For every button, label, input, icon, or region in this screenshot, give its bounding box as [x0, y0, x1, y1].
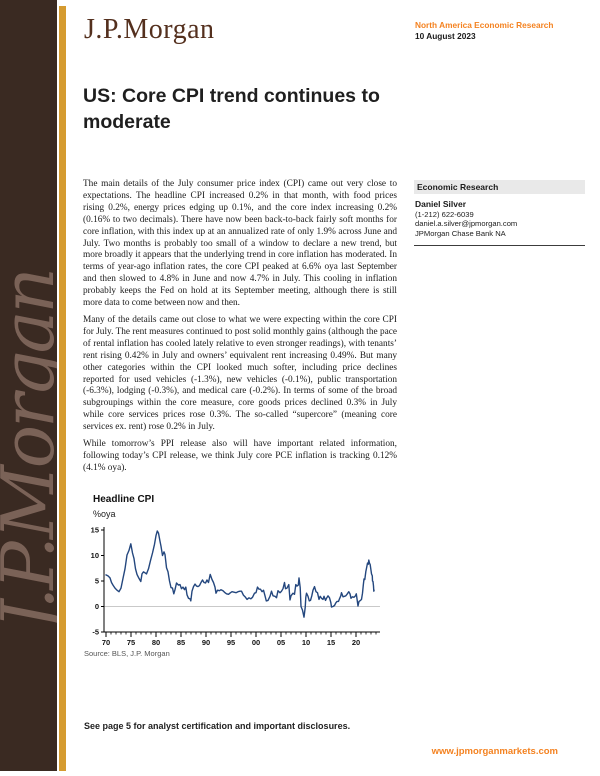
publication-date: 10 August 2023: [415, 31, 476, 41]
svg-text:95: 95: [227, 638, 235, 647]
svg-text:20: 20: [352, 638, 360, 647]
body-paragraph: The main details of the July consumer pr…: [83, 179, 397, 309]
jpmorgan-signature-watermark: J.P.Morgan: [0, 270, 57, 630]
article-body: The main details of the July consumer pr…: [83, 179, 397, 480]
svg-text:70: 70: [102, 638, 110, 647]
svg-text:90: 90: [202, 638, 210, 647]
svg-text:10: 10: [302, 638, 310, 647]
analyst-sidebar: Economic Research Daniel Silver (1-212) …: [414, 180, 585, 246]
chart-title: Headline CPI: [93, 494, 155, 505]
disclosure-note: See page 5 for analyst certification and…: [84, 721, 351, 731]
jpmorgan-markets-link[interactable]: www.jpmorganmarkets.com: [431, 746, 558, 757]
research-region-label: North America Economic Research: [415, 20, 554, 30]
svg-text:15: 15: [327, 638, 335, 647]
svg-text:15: 15: [91, 526, 99, 535]
body-paragraph: Many of the details came out close to wh…: [83, 314, 397, 433]
svg-text:85: 85: [177, 638, 185, 647]
headline-cpi-chart: Headline CPI %oya -5 0 5 10 15 70 75 80 85 90 95 00…: [84, 494, 396, 666]
brand-side-strip: J.P.Morgan: [0, 0, 57, 771]
analyst-phone: (1-212) 622-6039: [415, 210, 474, 219]
svg-text:0: 0: [95, 602, 99, 611]
page-title: US: Core CPI trend continues to moderate: [83, 85, 380, 133]
svg-text:-5: -5: [92, 628, 99, 637]
svg-text:5: 5: [95, 577, 99, 586]
svg-text:05: 05: [277, 638, 285, 647]
gold-accent-stripe: [59, 6, 66, 771]
analyst-firm: JPMorgan Chase Bank NA: [415, 228, 506, 238]
sidebar-divider: [414, 244, 585, 246]
sidebar-section-header: Economic Research: [414, 180, 585, 194]
svg-text:10: 10: [91, 551, 99, 560]
svg-text:80: 80: [152, 638, 160, 647]
svg-text:00: 00: [252, 638, 260, 647]
header-right-block: North America Economic Research 10 Augus…: [415, 20, 590, 42]
chart-unit-label: %oya: [93, 509, 116, 519]
body-paragraph: While tomorrow’s PPI release also will h…: [83, 439, 397, 473]
jpmorgan-logo: J.P.Morgan: [84, 14, 215, 45]
chart-source: Source: BLS, J.P. Morgan: [84, 649, 170, 658]
analyst-email[interactable]: daniel.a.silver@jpmorgan.com: [415, 219, 518, 229]
svg-text:75: 75: [127, 638, 135, 647]
analyst-name: Daniel Silver: [415, 199, 467, 209]
